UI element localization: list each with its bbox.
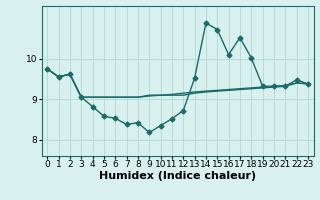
X-axis label: Humidex (Indice chaleur): Humidex (Indice chaleur) <box>99 171 256 181</box>
